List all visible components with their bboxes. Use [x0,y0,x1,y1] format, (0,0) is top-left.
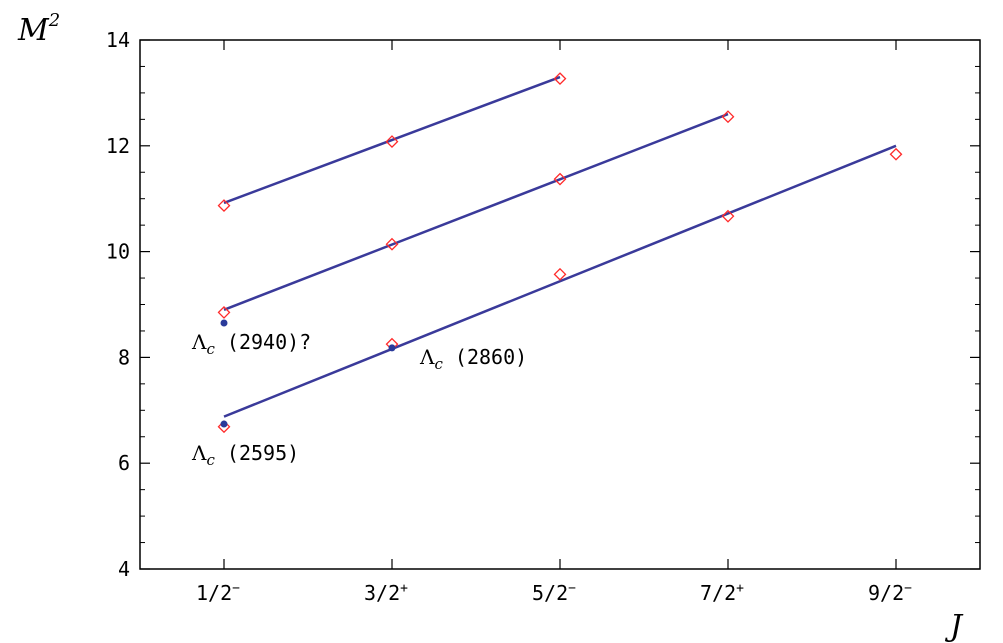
x-tick-label: 7/2+ [700,581,744,605]
trajectory-lines [223,75,897,418]
experimental-points [220,319,396,428]
y-tick-label: 14 [106,28,130,52]
experimental-point [220,319,228,327]
theory-point [889,147,903,161]
y-axis-title: M2 [17,10,60,48]
theory-point [721,209,735,223]
theory-point [553,267,567,281]
y-tick-label: 10 [106,240,130,264]
theory-point [385,135,399,148]
plot-frame [139,39,981,570]
theory-point [721,110,735,124]
trajectory-line [223,144,897,418]
x-axis: 1/2− 3/2+ 5/2− 7/2+ 9/2− [196,40,912,605]
theory-point [217,199,231,212]
y-tick-label: 8 [118,345,130,369]
state-label: Λc (2860) [419,345,527,373]
x-tick-label: 9/2− [868,581,912,605]
y-tick-label: 6 [118,451,130,475]
y-tick-label: 12 [106,134,130,158]
theory-point [217,306,231,319]
experimental-point [388,344,396,352]
trajectory-line [223,75,561,205]
state-label: Λc (2940)? [191,330,311,358]
x-tick-label: 3/2+ [364,581,408,605]
theory-point [553,172,567,186]
state-label: Λc (2595) [191,441,299,469]
trajectory-line [223,112,729,311]
x-tick-label: 5/2− [532,581,576,605]
experimental-point [220,420,228,428]
x-axis-title: J [944,609,964,643]
y-tick-label: 4 [118,557,130,581]
state-labels: Λc (2595) Λc (2940)? Λc (2860) [191,330,527,469]
theory-point [385,237,399,251]
theory-point [553,72,567,86]
y-axis: 4 6 8 10 12 14 [106,28,980,581]
theory-point [217,420,231,434]
x-tick-label: 1/2− [196,581,240,605]
